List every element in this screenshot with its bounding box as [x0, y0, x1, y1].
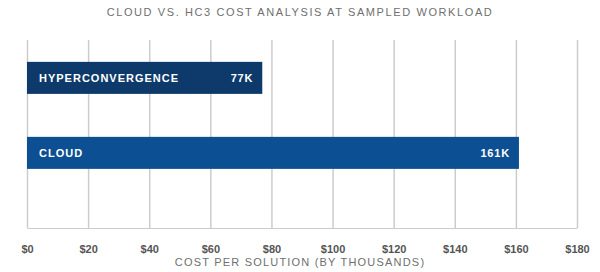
x-tick-label: $140 — [443, 243, 467, 255]
grid-line — [455, 40, 457, 228]
bar — [27, 62, 262, 94]
category-label: HYPERCONVERGENCE — [39, 72, 179, 84]
chart: CLOUD VS. HC3 COST ANALYSIS AT SAMPLED W… — [0, 0, 600, 272]
x-tick-label: $180 — [565, 243, 589, 255]
x-tick-label: $20 — [79, 243, 97, 255]
grid-line — [516, 40, 518, 228]
x-tick-label: $40 — [141, 243, 159, 255]
grid-line — [577, 40, 579, 228]
x-tick-label: $0 — [21, 243, 33, 255]
x-axis-line — [28, 228, 578, 229]
x-axis-title: COST PER SOLUTION (BY THOUSANDS) — [175, 256, 426, 268]
x-tick-label: $160 — [504, 243, 528, 255]
bars — [27, 62, 519, 169]
grid-line — [332, 40, 334, 228]
x-axis: $0 $20 $40 $60 $80 $100 $120 $140 $160 $180 — [21, 40, 589, 255]
x-tick-label: $60 — [202, 243, 220, 255]
grid-line — [271, 40, 273, 228]
data-label: 161K — [480, 147, 510, 159]
data-label: 77K — [231, 72, 254, 84]
x-tick: $180 — [565, 40, 589, 255]
labels: HYPERCONVERGENCE CLOUD 77K 161K — [39, 72, 510, 159]
grid-line — [393, 40, 395, 228]
bar — [27, 137, 519, 169]
x-tick-label: $80 — [263, 243, 281, 255]
x-tick-label: $100 — [321, 243, 345, 255]
title: CLOUD VS. HC3 COST ANALYSIS AT SAMPLED W… — [107, 6, 494, 18]
x-tick-label: $120 — [382, 243, 406, 255]
category-label: CLOUD — [39, 147, 83, 159]
